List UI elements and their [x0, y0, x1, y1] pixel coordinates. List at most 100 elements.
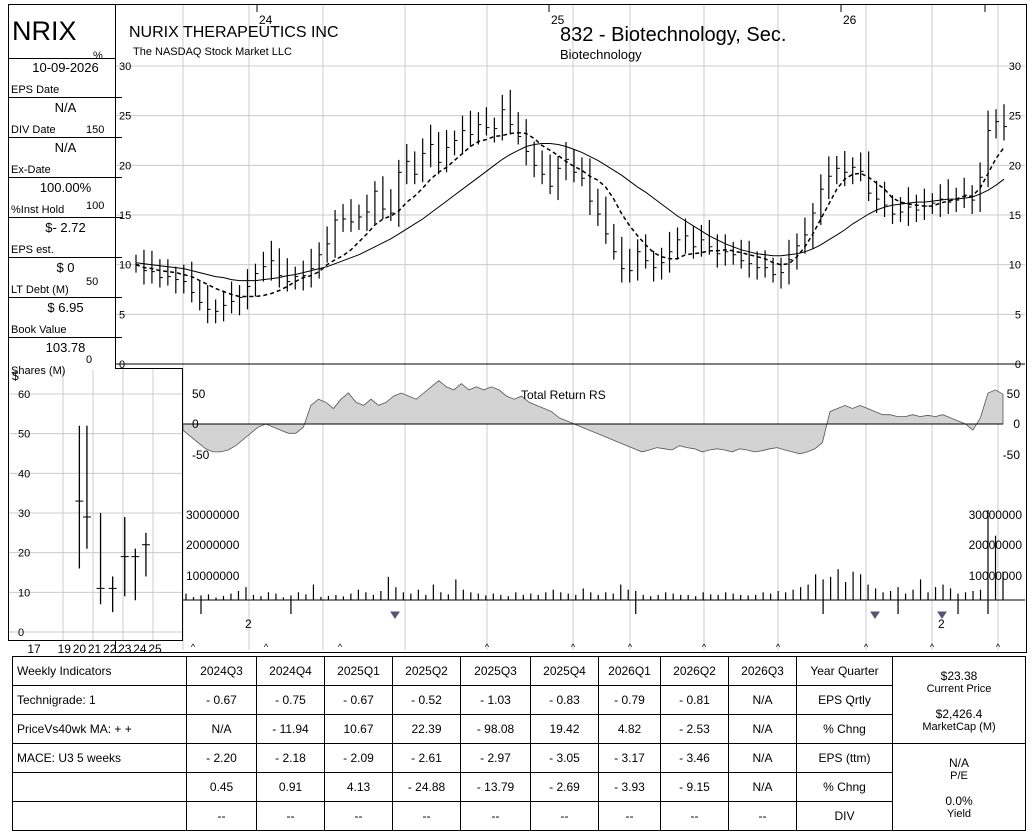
price-tick-label-right: 25: [1009, 111, 1021, 123]
earnings-marker-icon: [390, 611, 400, 619]
volume-tick-label-left: 30000000: [186, 508, 240, 522]
ma-40-week-line: [135, 143, 1005, 282]
indicator-cell: - 2.20: [186, 743, 257, 773]
side-info-cell: N/A Ex-Date: [9, 138, 122, 178]
ticker-symbol: NRIX: [12, 16, 77, 46]
price-tick-label-right: 15: [1009, 210, 1021, 222]
side-info-label: Shares (M): [11, 365, 66, 377]
indicator-cell: --: [598, 801, 661, 831]
indicator-cell: - 2.69: [530, 772, 599, 802]
side-info-cell: $ 6.95 Book Value: [9, 298, 122, 338]
price-tick-label-left: 20: [119, 160, 131, 172]
side-info-cell: 100.00% %Inst Hold: [9, 178, 122, 218]
summary-label: P/E: [950, 770, 968, 782]
pct-tick-label: 0: [86, 354, 93, 366]
indicator-cell: - 3.46: [660, 743, 729, 773]
summary-label: MarketCap (M): [922, 721, 996, 733]
side-info-value: 103.78: [45, 340, 86, 355]
indicator-cell: - 0.67: [324, 685, 393, 715]
indicator-row-label: Weekly Indicators: [12, 656, 187, 686]
price-tick-label-right: 10: [1009, 260, 1021, 272]
quarter-caret: ^: [776, 642, 781, 652]
indicator-cell: - 98.08: [460, 714, 531, 744]
quarter-caret: ^: [996, 642, 1001, 652]
year-label: 24: [259, 13, 273, 27]
indicator-cell: 2025Q2: [392, 656, 461, 686]
side-info-label: EPS est.: [11, 244, 54, 256]
summary-label: Yield: [946, 808, 972, 820]
quarterly-tick-label: 60: [18, 389, 30, 401]
exchange-name: The NASDAQ Stock Market LLC: [133, 46, 292, 58]
summary-label: Current Price: [926, 683, 992, 695]
price-tick-label-right: 30: [1009, 61, 1021, 73]
side-info-label: Book Value: [11, 324, 67, 336]
indicator-cell: - 2.97: [460, 743, 531, 773]
quarterly-x-label: 17: [27, 642, 41, 656]
price-tick-label-left: 0: [119, 359, 125, 371]
indicator-row: Technigrade: 1- 0.67- 0.75- 0.67- 0.52- …: [12, 685, 1026, 715]
indicator-cell: --: [660, 801, 729, 831]
side-info-label: EPS Date: [11, 84, 60, 96]
side-info-label: DIV Date: [11, 124, 56, 136]
quarterly-tick-label: 20: [18, 548, 30, 560]
price-tick-label-left: 25: [119, 111, 131, 123]
side-info-value: $ 6.95: [47, 300, 84, 315]
summary-value: $2,426.4: [935, 707, 983, 721]
quarterly-tick-label: 0: [18, 627, 24, 639]
indicator-cell: --: [186, 801, 257, 831]
indicator-cell: 4.13: [324, 772, 393, 802]
quarterly-inset-frame: [8, 368, 183, 641]
event-marker-label: 2: [245, 617, 252, 631]
indicator-cell: - 2.18: [256, 743, 325, 773]
quarter-caret: ^: [191, 642, 196, 652]
side-info-cell: 103.78 Shares (M): [9, 338, 122, 378]
indicator-cell: --: [324, 801, 393, 831]
quarterly-x-label: 20: [73, 642, 87, 656]
price-tick-label-right: 0: [1015, 359, 1021, 371]
indicator-cell: 2025Q3: [460, 656, 531, 686]
indicator-cell: 19.42: [530, 714, 599, 744]
indicator-cell: - 3.93: [598, 772, 661, 802]
price-tick-label-left: 5: [119, 309, 125, 321]
indicator-metric-label: EPS (ttm): [796, 743, 893, 773]
year-label: 26: [843, 13, 857, 27]
side-info-cell: N/A DIV Date: [9, 98, 122, 138]
quarter-caret: ^: [864, 642, 869, 652]
pct-tick-label: 50: [86, 276, 99, 288]
indicator-cell: - 0.67: [186, 685, 257, 715]
quarter-caret: ^: [264, 642, 269, 652]
indicator-cell: - 0.75: [256, 685, 325, 715]
indicators-grid: Weekly Indicators 2024Q3 2024Q4 2025Q1 2025Q…: [12, 656, 1026, 831]
indicator-cell: --: [530, 801, 599, 831]
quarter-caret: ^: [702, 642, 707, 652]
indicators-table: Weekly Indicators 2024Q3 2024Q4 2025Q1 2025Q…: [12, 656, 1028, 832]
indicator-cell: 2024Q4: [256, 656, 325, 686]
side-info-value: $ 0: [56, 260, 75, 275]
indicator-cell: --: [256, 801, 325, 831]
indicator-cell: - 13.79: [460, 772, 531, 802]
quarterly-tick-label: 50: [18, 429, 30, 441]
indicator-cell: - 3.05: [530, 743, 599, 773]
indicator-cell: 0.45: [186, 772, 257, 802]
indicator-row-label: [12, 772, 187, 802]
indicator-row: MACE: U3 5 weeks - 2.20- 2.18- 2.09- 2.61…: [12, 743, 1026, 831]
indicator-cell: 2026Q3: [728, 656, 797, 686]
quarterly-tick-label: 30: [18, 508, 30, 520]
rs-tick-label-right: 50: [1007, 387, 1021, 401]
rs-tick-label-left: 0: [192, 417, 199, 431]
indicator-cell: N/A: [728, 772, 797, 802]
side-info-cell: $- 2.72 EPS est.: [9, 218, 122, 258]
indicator-cell: - 24.88: [392, 772, 461, 802]
quarter-caret: ^: [571, 642, 576, 652]
side-info-value: N/A: [54, 140, 77, 155]
indicator-row-label: Technigrade: 1: [12, 685, 187, 715]
side-info-panel: NRIX 10-09-2026 EPS Date N/A DIV Date N/A Ex-…: [8, 4, 122, 377]
side-info-value: $- 2.72: [45, 220, 86, 235]
indicator-metric-label: DIV: [796, 801, 893, 831]
quarterly-x-label: 25: [148, 642, 162, 656]
side-info-label: %Inst Hold: [11, 204, 65, 216]
indicator-cell: - 1.03: [460, 685, 531, 715]
volume-tick-label-left: 20000000: [186, 538, 240, 552]
indicator-cell: --: [728, 801, 797, 831]
